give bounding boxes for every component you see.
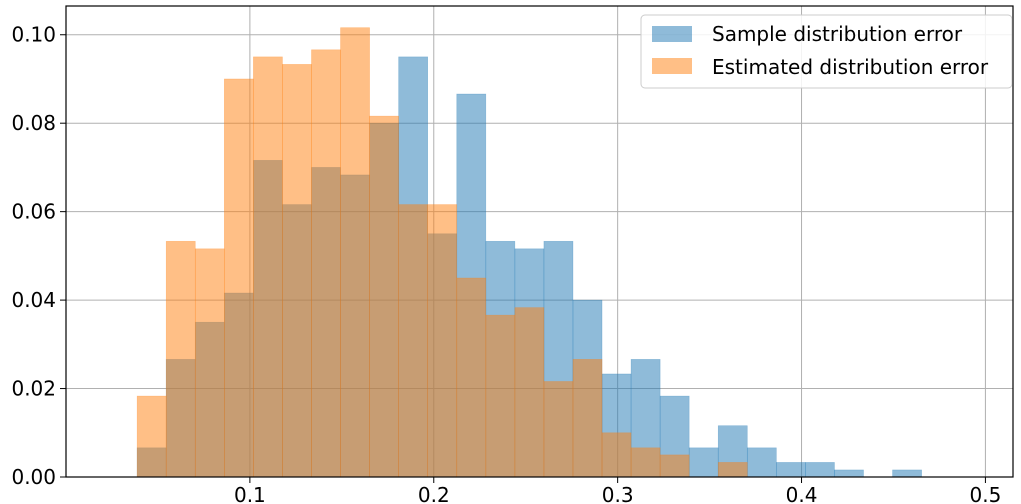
bar-sample-26 — [892, 469, 922, 478]
bar-estimated-8 — [369, 115, 399, 478]
bar-estimated-13 — [514, 307, 545, 478]
y-tick-label-2: 0.04 — [11, 288, 56, 312]
bar-estimated-14 — [543, 381, 574, 478]
bar-estimated-0 — [136, 395, 167, 478]
y-tick-label-1: 0.02 — [11, 377, 56, 401]
legend: Sample distribution error Estimated dist… — [640, 14, 1013, 89]
bar-estimated-6 — [311, 49, 341, 478]
bar-estimated-16 — [601, 432, 632, 478]
bar-estimated-20 — [717, 462, 748, 478]
bar-estimated-4 — [253, 56, 283, 478]
legend-swatch-sample — [652, 26, 692, 42]
bar-sample-19 — [688, 447, 719, 478]
bar-estimated-12 — [485, 314, 516, 478]
y-tick-label-4: 0.08 — [11, 111, 56, 135]
axes-frame — [65, 5, 1014, 478]
bar-estimated-15 — [572, 359, 603, 478]
bar-sample-21 — [746, 447, 777, 478]
bar-estimated-10 — [427, 204, 458, 478]
bar-estimated-7 — [340, 27, 370, 478]
axis-ticks: 0.1 0.2 0.3 0.4 0.5 0.00 0.02 0.04 0.06 0.08 0.10 — [11, 23, 1001, 504]
y-tick-label-5: 0.10 — [11, 23, 56, 47]
bar-sample-24 — [834, 469, 864, 478]
bar-sample-22 — [776, 462, 806, 478]
bar-estimated-1 — [165, 240, 196, 478]
bar-estimated-9 — [398, 204, 428, 478]
x-tick-label-0: 0.1 — [234, 483, 266, 504]
bar-estimated-18 — [659, 454, 690, 478]
bar-estimated-3 — [224, 78, 254, 478]
bar-estimated-17 — [630, 447, 661, 478]
bar-estimated-5 — [282, 64, 312, 478]
series-estimated — [136, 27, 748, 478]
legend-label-sample: Sample distribution error — [712, 22, 963, 46]
x-tick-label-3: 0.4 — [786, 483, 818, 504]
bar-sample-23 — [805, 462, 835, 478]
legend-swatch-estimated — [652, 58, 692, 74]
bar-estimated-2 — [194, 248, 225, 478]
plot-frame — [65, 5, 1014, 478]
legend-label-estimated: Estimated distribution error — [712, 55, 989, 79]
x-tick-label-1: 0.2 — [418, 483, 450, 504]
bar-estimated-11 — [456, 277, 487, 478]
x-tick-label-2: 0.3 — [602, 483, 634, 504]
x-tick-label-4: 0.5 — [970, 483, 1002, 504]
histogram-bars — [136, 27, 922, 478]
legend-box — [640, 14, 1013, 89]
y-tick-label-3: 0.06 — [11, 200, 56, 224]
y-tick-label-0: 0.00 — [11, 465, 56, 489]
